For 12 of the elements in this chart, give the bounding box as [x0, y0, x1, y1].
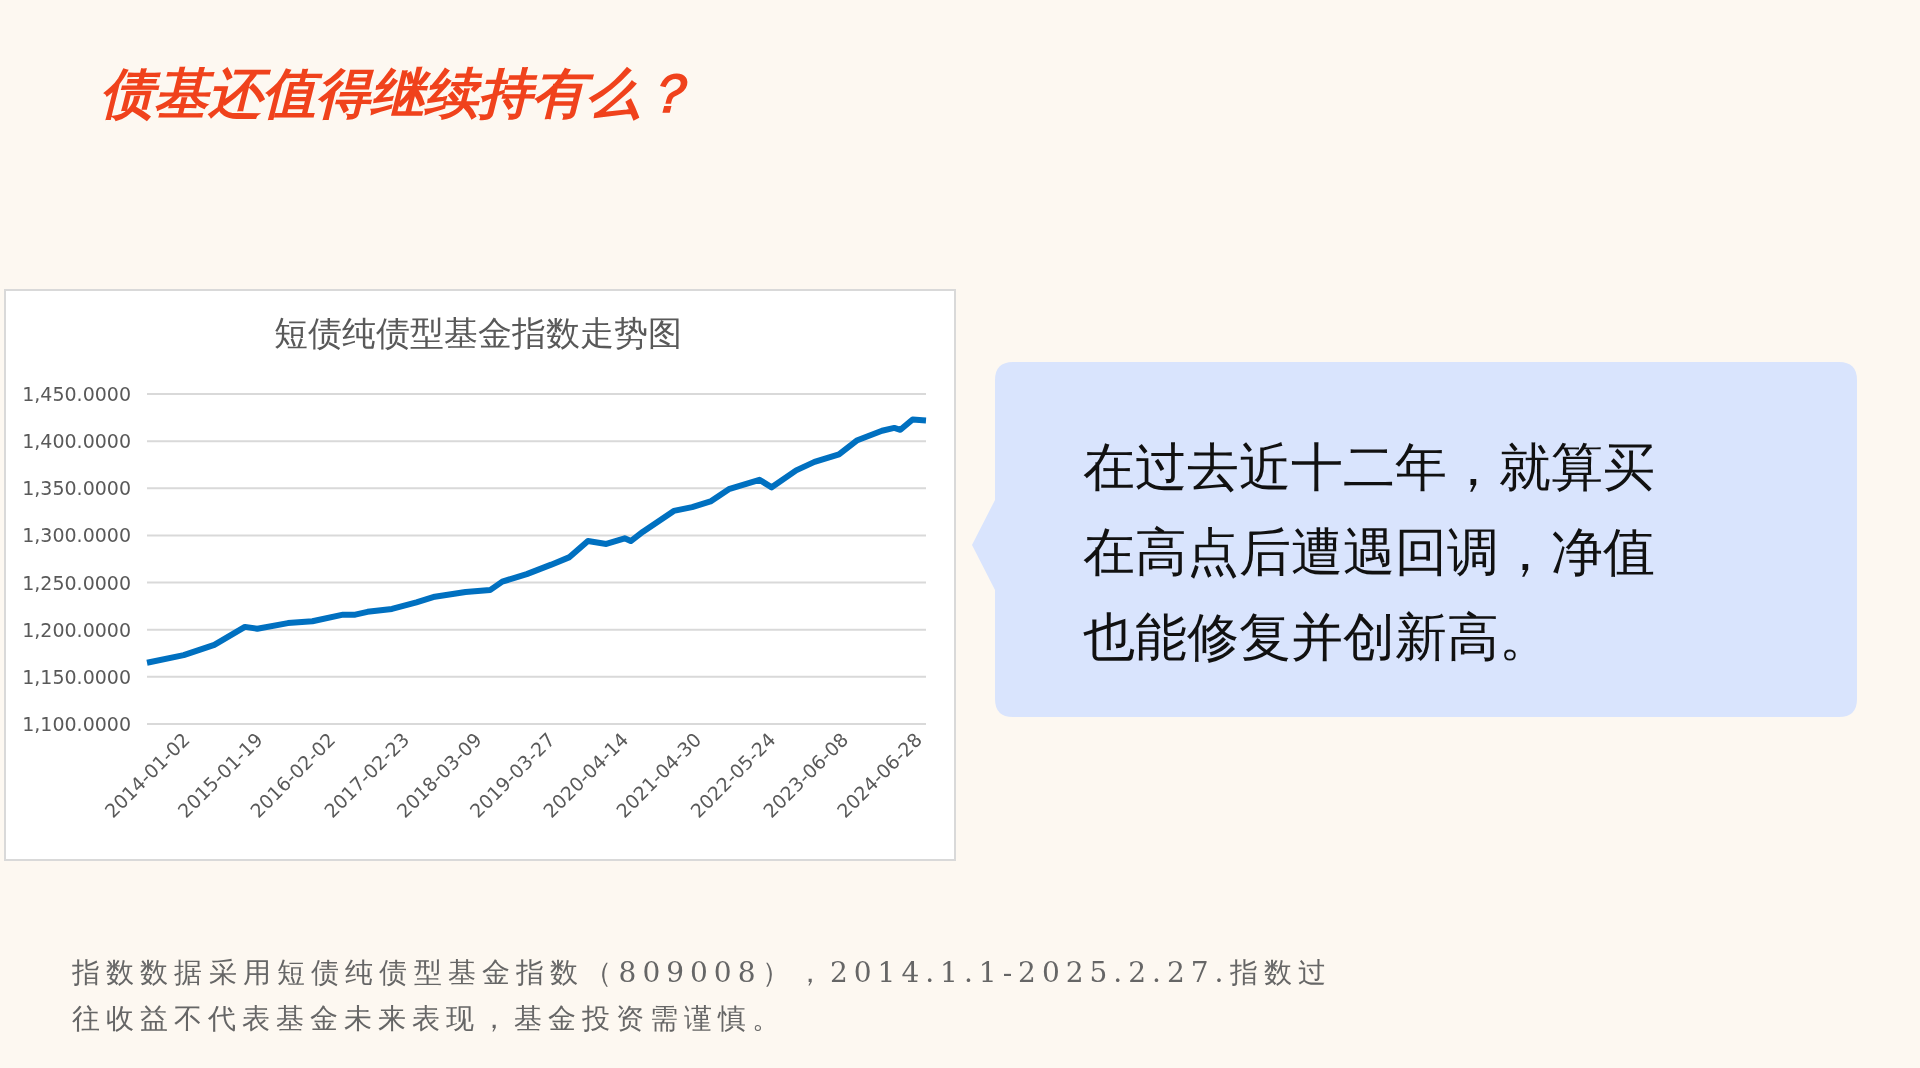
y-tick-label: 1,150.0000 [22, 665, 131, 688]
text: 债基还值得继续持有么？ [100, 61, 694, 127]
text: 指数数据采用短债纯债型基金指数（809008），2014.1.1-2025.2.27.指数过往收益不代表基金未来表现，基金投资需谨慎。 [72, 955, 1332, 1037]
y-tick-label: 1,300.0000 [22, 524, 131, 547]
y-tick-label: 1,400.0000 [22, 430, 131, 453]
y-tick-label: 1,200.0000 [22, 618, 131, 641]
y-tick-label: 1,450.0000 [22, 383, 131, 405]
chart-title: 短债纯债型基金指数走势图 [274, 313, 682, 353]
y-tick-label: 1,350.0000 [22, 477, 131, 500]
y-tick-label: 1,250.0000 [22, 571, 131, 594]
text: 在过去近十二年，就算买在高点后遭遇回调，净值也能修复并创新高。 [1083, 436, 1656, 669]
y-tick-label: 1,100.0000 [22, 713, 131, 735]
